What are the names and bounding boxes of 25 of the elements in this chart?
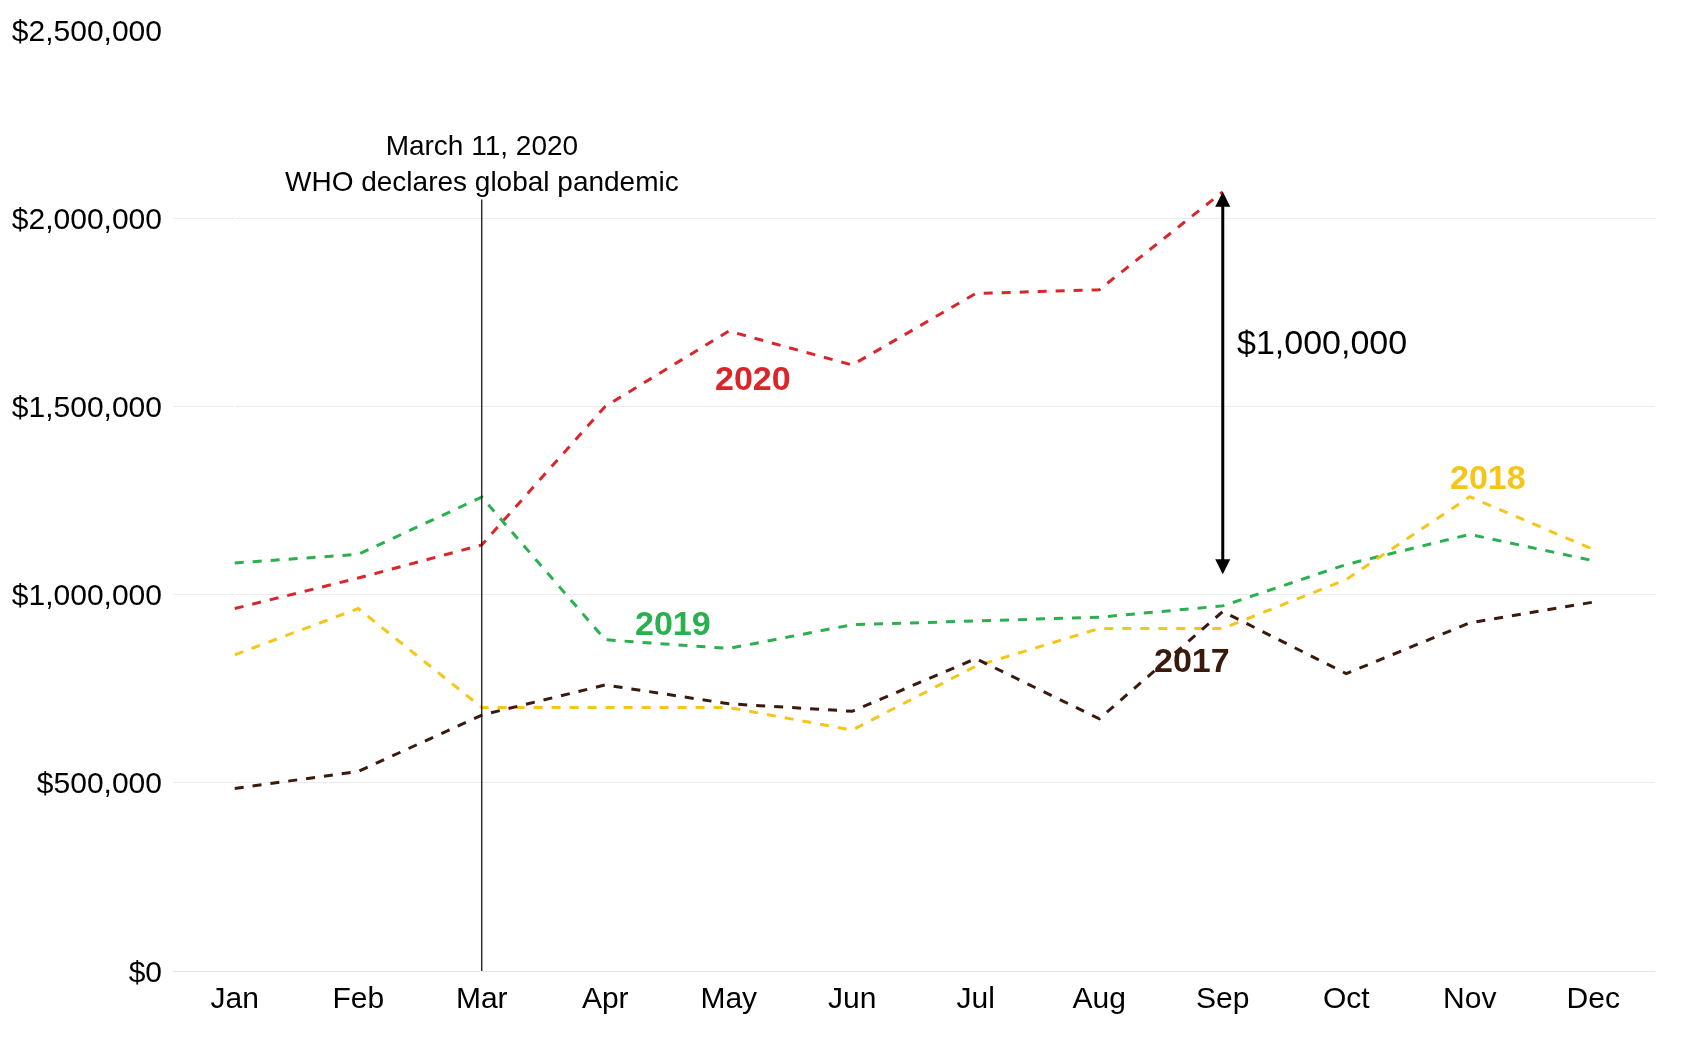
ref-line-label: March 11, 2020 WHO declares global pandemic <box>285 130 679 198</box>
x-tick-label: Sep <box>1196 981 1250 1014</box>
annotation: $1,000,000 <box>1237 323 1408 361</box>
y-tick-label: $2,000,000 <box>11 201 162 235</box>
y-tick-label: $0 <box>128 954 162 988</box>
x-tick-label: Aug <box>1072 981 1126 1014</box>
y-tick-label: $500,000 <box>36 766 162 800</box>
x-tick-label: Apr <box>581 981 629 1014</box>
y-tick-label: $1,500,000 <box>11 389 162 423</box>
y-tick-label: $2,500,000 <box>11 13 162 47</box>
y-tick-label: $1,000,000 <box>11 578 162 612</box>
series-label: 2019 <box>635 604 711 642</box>
x-tick-label: Jan <box>210 981 259 1014</box>
x-tick-label: Jun <box>828 981 877 1014</box>
x-tick-label: Mar <box>455 981 508 1014</box>
x-tick-label: May <box>700 981 758 1014</box>
x-tick-label: Jul <box>956 981 995 1014</box>
x-tick-label: Dec <box>1566 981 1620 1014</box>
x-tick-label: Nov <box>1443 981 1497 1014</box>
series-label: 2020 <box>715 359 791 397</box>
line-series <box>233 600 1595 790</box>
series-label: 2018 <box>1450 458 1526 496</box>
series-label: 2017 <box>1154 641 1230 679</box>
x-tick-label: Oct <box>1322 981 1371 1014</box>
x-tick-label: Feb <box>332 981 385 1014</box>
